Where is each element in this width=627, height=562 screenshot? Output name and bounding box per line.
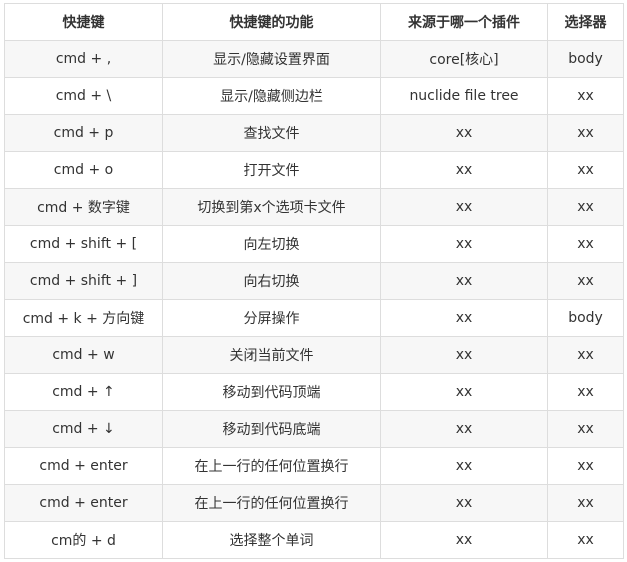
table-row: cmd + shift + ] 向右切换 xx xx	[4, 262, 624, 300]
cell-selector: xx	[547, 410, 624, 448]
cell-plugin-source: xx	[380, 484, 548, 522]
cell-shortcut: cmd + o	[4, 151, 163, 189]
table-row: cmd + p 查找文件 xx xx	[4, 114, 624, 152]
cell-plugin-source: xx	[380, 373, 548, 411]
cell-selector: body	[547, 299, 624, 337]
cell-plugin-source: xx	[380, 447, 548, 485]
cell-shortcut: cmd + enter	[4, 447, 163, 485]
cell-shortcut: cmd + ↑	[4, 373, 163, 411]
cell-function: 分屏操作	[162, 299, 381, 337]
table-row: cmd + \ 显示/隐藏侧边栏 nuclide file tree xx	[4, 77, 624, 115]
table-row: cmd + ↓ 移动到代码底端 xx xx	[4, 410, 624, 448]
cell-selector: xx	[547, 447, 624, 485]
header-selector: 选择器	[547, 3, 624, 41]
cell-plugin-source: xx	[380, 521, 548, 559]
cell-shortcut: cmd + w	[4, 336, 163, 374]
table-row: cmd + 数字键 切换到第x个选项卡文件 xx xx	[4, 188, 624, 226]
cell-function: 移动到代码顶端	[162, 373, 381, 411]
cell-function: 在上一行的任何位置换行	[162, 447, 381, 485]
table-row: cmd + enter 在上一行的任何位置换行 xx xx	[4, 484, 624, 522]
cell-selector: xx	[547, 188, 624, 226]
cell-selector: xx	[547, 373, 624, 411]
header-function: 快捷键的功能	[162, 3, 381, 41]
cell-function: 查找文件	[162, 114, 381, 152]
table-row: cmd + ↑ 移动到代码顶端 xx xx	[4, 373, 624, 411]
cell-shortcut: cmd + \	[4, 77, 163, 115]
cell-plugin-source: xx	[380, 336, 548, 374]
cell-selector: xx	[547, 151, 624, 189]
cell-plugin-source: xx	[380, 410, 548, 448]
table-row: cmd + k + 方向键 分屏操作 xx body	[4, 299, 624, 337]
cell-function: 在上一行的任何位置换行	[162, 484, 381, 522]
cell-function: 切换到第x个选项卡文件	[162, 188, 381, 226]
table-row: cmd + o 打开文件 xx xx	[4, 151, 624, 189]
table-row: cm的 + d 选择整个单词 xx xx	[4, 521, 624, 559]
header-plugin-source: 来源于哪一个插件	[380, 3, 548, 41]
cell-function: 选择整个单词	[162, 521, 381, 559]
cell-selector: xx	[547, 262, 624, 300]
cell-plugin-source: xx	[380, 114, 548, 152]
cell-function: 显示/隐藏侧边栏	[162, 77, 381, 115]
cell-plugin-source: xx	[380, 299, 548, 337]
cell-selector: xx	[547, 484, 624, 522]
shortcut-table: 快捷键 快捷键的功能 来源于哪一个插件 选择器 cmd + , 显示/隐藏设置界面…	[4, 3, 624, 559]
cell-plugin-source: xx	[380, 188, 548, 226]
table-row: cmd + w 关闭当前文件 xx xx	[4, 336, 624, 374]
cell-shortcut: cmd + enter	[4, 484, 163, 522]
cell-selector: xx	[547, 114, 624, 152]
cell-shortcut: cmd + shift + ]	[4, 262, 163, 300]
cell-function: 移动到代码底端	[162, 410, 381, 448]
cell-function: 关闭当前文件	[162, 336, 381, 374]
cell-function: 向左切换	[162, 225, 381, 263]
cell-selector: xx	[547, 336, 624, 374]
cell-plugin-source: nuclide file tree	[380, 77, 548, 115]
cell-shortcut: cm的 + d	[4, 521, 163, 559]
cell-plugin-source: xx	[380, 151, 548, 189]
cell-shortcut: cmd + ,	[4, 40, 163, 78]
cell-function: 显示/隐藏设置界面	[162, 40, 381, 78]
table-row: cmd + , 显示/隐藏设置界面 core[核心] body	[4, 40, 624, 78]
cell-shortcut: cmd + k + 方向键	[4, 299, 163, 337]
cell-selector: xx	[547, 77, 624, 115]
table-row: cmd + shift + [向左切换 xx xx	[4, 225, 624, 263]
cell-shortcut: cmd + shift + [	[4, 225, 163, 263]
cell-shortcut: cmd + 数字键	[4, 188, 163, 226]
cell-selector: xx	[547, 521, 624, 559]
table-body: cmd + , 显示/隐藏设置界面 core[核心] body cmd + \ 显示/隐藏…	[4, 40, 624, 559]
cell-shortcut: cmd + ↓	[4, 410, 163, 448]
cell-function: 打开文件	[162, 151, 381, 189]
cell-selector: xx	[547, 225, 624, 263]
header-shortcut: 快捷键	[4, 3, 163, 41]
cell-plugin-source: core[核心]	[380, 40, 548, 78]
cell-plugin-source: xx	[380, 225, 548, 263]
cell-function: 向右切换	[162, 262, 381, 300]
cell-shortcut: cmd + p	[4, 114, 163, 152]
header-row: 快捷键 快捷键的功能 来源于哪一个插件 选择器	[4, 3, 624, 41]
cell-selector: body	[547, 40, 624, 78]
table-row: cmd + enter 在上一行的任何位置换行 xx xx	[4, 447, 624, 485]
cell-plugin-source: xx	[380, 262, 548, 300]
table-header: 快捷键 快捷键的功能 来源于哪一个插件 选择器	[4, 3, 624, 41]
